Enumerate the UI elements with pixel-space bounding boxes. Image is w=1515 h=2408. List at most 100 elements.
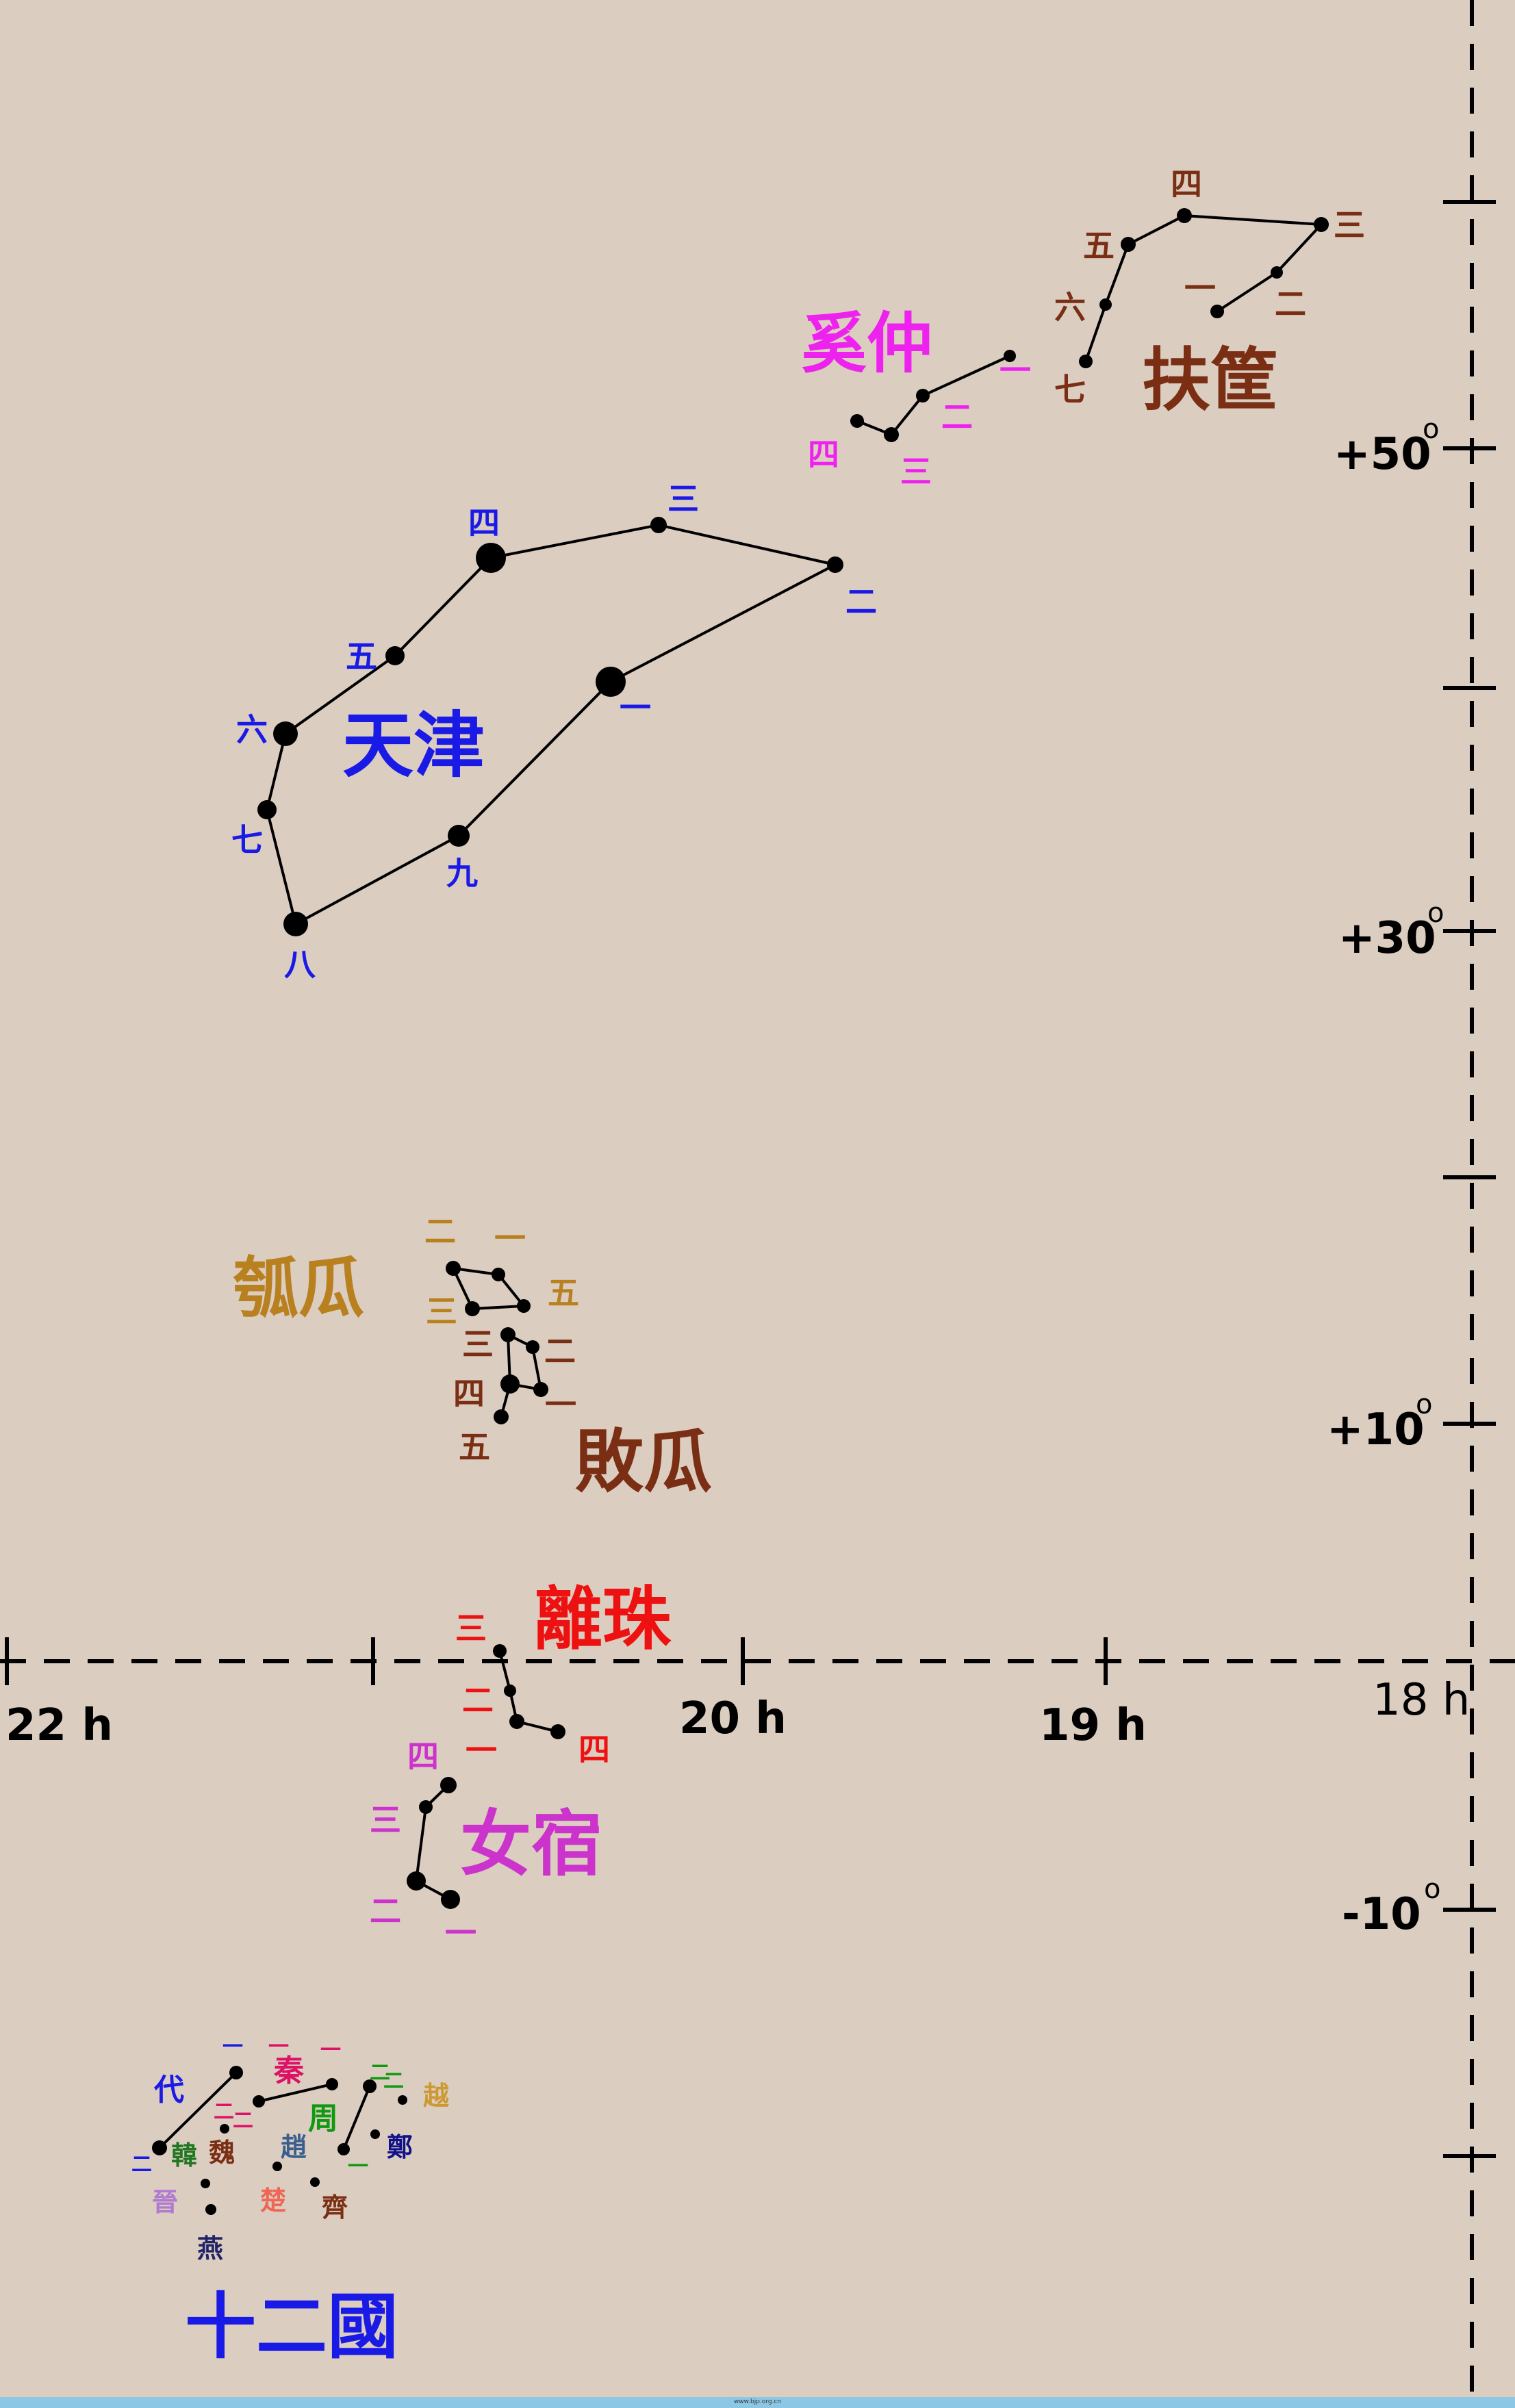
- tianjin-star-labels: 一 二 三 四 五 六 七 八 九: [231, 481, 877, 983]
- svg-text:四: 四: [578, 1731, 610, 1768]
- lizhu-star-labels: 一 二 三 四: [455, 1610, 610, 1769]
- constellation-paogua: 一 二 三 五 瓠瓜: [233, 1213, 579, 1330]
- svg-text:六: 六: [236, 711, 268, 748]
- nvxiu-lines: [414, 1784, 451, 1901]
- svg-text:一: 一: [494, 1220, 526, 1257]
- tianjin-lines: [265, 523, 836, 926]
- svg-text:二: 二: [845, 583, 877, 620]
- svg-text:九: 九: [446, 855, 478, 892]
- svg-text:四: 四: [468, 504, 500, 541]
- constellation-nvxiu: 一 二 三 四 女宿: [370, 1738, 602, 1951]
- fukuang-stars: [1079, 208, 1329, 368]
- svg-text:二: 二: [544, 1333, 576, 1370]
- svg-text:五: 五: [548, 1275, 579, 1311]
- svg-text:晉: 晉: [152, 2187, 178, 2217]
- paogua-lines: [450, 1266, 527, 1311]
- constellation-shierguo: 代 秦 周 越 鄭 韓 魏 趙 晉 楚 齊 燕 一 二 一 二 一 二 二 一 …: [131, 2035, 450, 2368]
- constellation-xizhong: 一 二 三 四 奚仲: [801, 305, 1031, 490]
- svg-text:五: 五: [346, 638, 377, 675]
- svg-text:燕: 燕: [197, 2233, 223, 2264]
- svg-text:六: 六: [1054, 289, 1086, 326]
- lizhu-name: 離珠: [534, 1579, 672, 1659]
- svg-text:周: 周: [308, 2101, 338, 2136]
- ra-label-19h: 19 h: [1039, 1700, 1147, 1751]
- svg-text:五: 五: [459, 1429, 490, 1465]
- footer-credit[interactable]: www.bjp.org.cn: [733, 2398, 782, 2405]
- baigua-star-labels: 一 二 三 四 五: [453, 1326, 576, 1465]
- svg-text:四: 四: [1171, 166, 1202, 203]
- svg-text:鄭: 鄭: [387, 2132, 413, 2162]
- svg-text:四: 四: [453, 1375, 485, 1412]
- svg-text:三: 三: [667, 481, 699, 517]
- svg-text:一: 一: [545, 1386, 576, 1423]
- svg-text:八: 八: [284, 946, 316, 983]
- svg-text:四: 四: [407, 1738, 439, 1775]
- paogua-name: 瓠瓜: [233, 1250, 364, 1327]
- svg-text:秦: 秦: [273, 2053, 305, 2088]
- svg-text:二: 二: [214, 2100, 234, 2124]
- ra-label-18h: 18 h: [1373, 1675, 1470, 1726]
- svg-text:一: 一: [320, 2038, 341, 2062]
- xizhong-lines: [856, 355, 1010, 437]
- svg-text:楚: 楚: [260, 2186, 286, 2216]
- dec-label-plus50: +50 o: [1334, 413, 1439, 480]
- nvxiu-name: 女宿: [460, 1802, 602, 1886]
- dec-label-plus10: +10 o: [1327, 1389, 1432, 1455]
- svg-text:三: 三: [900, 453, 932, 490]
- shierguo-state-labels: 代 秦 周 越 鄭 韓 魏 趙 晉 楚 齊 燕: [152, 2053, 450, 2264]
- dec-ticks: [1443, 200, 1496, 2158]
- xizhong-name: 奚仲: [801, 305, 932, 382]
- shierguo-lines: [158, 2071, 371, 2150]
- ra-ticks: [5, 1637, 1108, 1685]
- svg-text:越: 越: [423, 2081, 450, 2111]
- svg-text:二: 二: [383, 2069, 404, 2093]
- baigua-stars: [494, 1327, 548, 1424]
- baigua-name: 敗瓜: [575, 1422, 712, 1502]
- xizhong-star-labels: 一 二 三 四: [808, 352, 1031, 490]
- svg-text:二: 二: [131, 2153, 152, 2177]
- svg-text:+30: +30: [1338, 913, 1436, 964]
- svg-text:一: 一: [445, 1914, 476, 1951]
- constellation-fukuang: 一 二 三 四 五 六 七 扶筐: [1054, 166, 1365, 420]
- svg-text:七: 七: [231, 821, 263, 858]
- dec-label-plus30: +30 o: [1338, 897, 1444, 964]
- svg-text:三: 三: [426, 1293, 457, 1330]
- svg-text:趙: 趙: [281, 2132, 307, 2162]
- nvxiu-stars: [407, 1777, 460, 1909]
- tianjin-name: 天津: [342, 704, 485, 787]
- svg-text:三: 三: [370, 1802, 401, 1839]
- svg-text:二: 二: [233, 2109, 253, 2133]
- footer-bar: www.bjp.org.cn: [0, 2397, 1515, 2408]
- ra-label-20h: 20 h: [679, 1693, 787, 1744]
- svg-text:三: 三: [462, 1326, 494, 1363]
- svg-text:+10: +10: [1327, 1405, 1425, 1455]
- svg-text:一: 一: [222, 2035, 243, 2059]
- svg-text:一: 一: [620, 689, 651, 726]
- svg-text:一: 一: [268, 2035, 289, 2059]
- tianjin-stars: [257, 517, 843, 936]
- svg-text:韓: 韓: [171, 2140, 197, 2170]
- svg-text:三: 三: [455, 1610, 487, 1647]
- svg-text:一: 一: [1184, 270, 1216, 307]
- svg-text:二: 二: [370, 1893, 401, 1930]
- lizhu-lines: [498, 1650, 559, 1733]
- svg-text:二: 二: [941, 398, 973, 435]
- svg-text:七: 七: [1054, 371, 1086, 408]
- svg-text:o: o: [1423, 413, 1439, 445]
- svg-text:二: 二: [1275, 285, 1306, 322]
- nvxiu-star-labels: 一 二 三 四: [370, 1738, 476, 1951]
- svg-text:五: 五: [1083, 227, 1115, 264]
- svg-text:o: o: [1416, 1389, 1432, 1420]
- xizhong-stars: [850, 350, 1016, 442]
- svg-text:二: 二: [370, 2061, 390, 2085]
- svg-text:二: 二: [462, 1682, 494, 1719]
- ra-label-22h: 22 h: [5, 1700, 113, 1751]
- svg-text:一: 一: [1000, 352, 1031, 389]
- constellation-baigua: 一 二 三 四 五 敗瓜: [453, 1326, 712, 1502]
- shierguo-name: 十二國: [185, 2285, 398, 2368]
- shierguo-stars: [152, 2066, 407, 2215]
- shierguo-number-labels: 一 二 一 二 一 二 二 一 二: [131, 2035, 404, 2179]
- svg-text:一: 一: [466, 1732, 497, 1769]
- svg-text:三: 三: [1334, 207, 1365, 244]
